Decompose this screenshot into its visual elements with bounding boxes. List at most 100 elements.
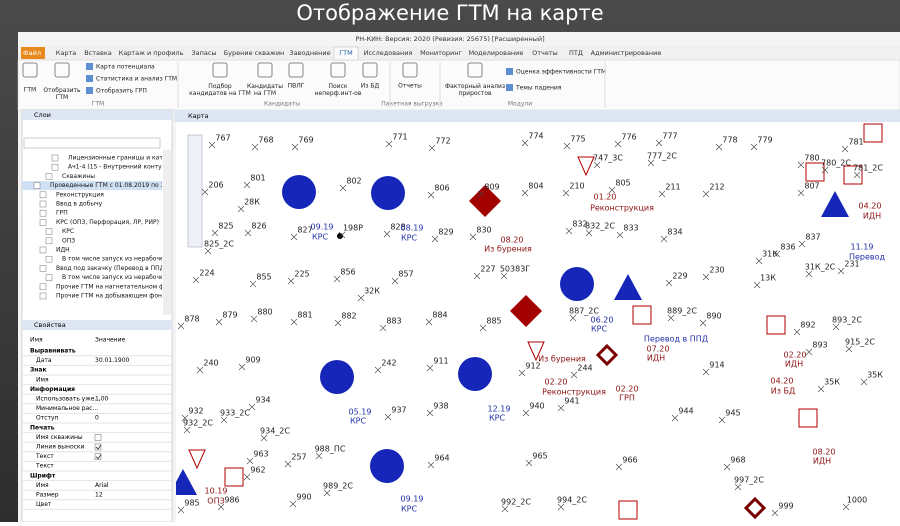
well-label[interactable]: 240	[203, 359, 218, 368]
well-label[interactable]: 879	[222, 311, 237, 320]
well-label[interactable]: 198Р	[343, 224, 363, 233]
well-label[interactable]: 830	[476, 226, 491, 235]
well-label[interactable]: 890	[706, 312, 721, 321]
well-label[interactable]: 807	[804, 182, 819, 191]
button-icon[interactable]	[467, 62, 483, 78]
well-label[interactable]: 1000	[847, 496, 867, 505]
layer-item[interactable]: ИДН	[56, 247, 70, 254]
file-tab-bg[interactable]	[21, 47, 45, 59]
well-label[interactable]: 964	[434, 454, 449, 463]
well-label[interactable]: 224	[199, 269, 214, 278]
layer-checkbox[interactable]	[39, 191, 47, 199]
well-label[interactable]: 767	[215, 134, 230, 143]
layer-item[interactable]: В том числе запуск из нерабочего ф...	[62, 274, 183, 281]
layer-checkbox[interactable]	[51, 154, 59, 162]
well-label[interactable]: 909	[245, 356, 260, 365]
well-label[interactable]: 892	[800, 321, 815, 330]
well-label[interactable]: 856	[340, 268, 355, 277]
well-label[interactable]: 826	[251, 222, 266, 231]
layer-item[interactable]: КРС	[62, 228, 74, 235]
well-label[interactable]: 937	[391, 406, 406, 415]
button-icon[interactable]	[330, 62, 346, 78]
well-label[interactable]: 242	[381, 359, 396, 368]
well-label[interactable]: 990	[296, 493, 311, 502]
well-label[interactable]: 999	[778, 502, 793, 511]
well-label[interactable]: 833	[623, 224, 638, 233]
well-label[interactable]: 836	[780, 243, 795, 252]
ribbon-button[interactable]: Поиск неперф.инт-ов	[315, 83, 362, 97]
well-label[interactable]: 882	[341, 312, 356, 321]
well-label[interactable]: 968	[730, 456, 745, 465]
layer-checkbox[interactable]	[39, 265, 47, 272]
well-label[interactable]: 781_2С	[853, 164, 883, 173]
prop-checkbox[interactable]	[94, 453, 102, 460]
well-label[interactable]: 802	[346, 177, 361, 186]
well-label[interactable]: 806	[434, 184, 449, 193]
ribbon-tab[interactable]: Запасы	[191, 49, 216, 57]
zoom-slider[interactable]	[187, 134, 203, 248]
well-label[interactable]: 35К	[867, 371, 883, 380]
layer-checkbox[interactable]	[39, 219, 47, 226]
ribbon-tab[interactable]: Мониторинг	[420, 49, 462, 57]
button-icon[interactable]	[22, 62, 38, 78]
well-label[interactable]: 965	[532, 452, 547, 461]
button-icon[interactable]	[54, 62, 70, 78]
well-label[interactable]: 985	[184, 499, 199, 508]
layer-item[interactable]: В том числе запуск из нерабочего ф...	[62, 256, 183, 263]
well-label[interactable]: 997_2С	[734, 476, 764, 485]
ribbon-button[interactable]: Темы падения	[515, 85, 562, 92]
ribbon-button[interactable]: ПВЛГ	[288, 83, 305, 90]
prop-checkbox[interactable]	[94, 443, 102, 451]
ribbon-button[interactable]: Подбор кандидатов на ГТМ	[189, 83, 251, 97]
layer-item[interactable]: Ач1-4 (15 - Внутренний контур н...	[68, 164, 177, 171]
button-icon[interactable]	[362, 62, 378, 78]
well-label[interactable]: 915_2С	[845, 338, 875, 347]
ribbon-tab[interactable]: Бурение скважин	[224, 49, 285, 57]
well-label[interactable]: 230	[709, 266, 724, 275]
well-label[interactable]: 210	[569, 182, 584, 191]
layer-checkbox[interactable]	[45, 255, 53, 263]
layer-checkbox[interactable]	[39, 209, 47, 217]
ribbon-tab[interactable]: ПТД	[569, 49, 583, 57]
ribbon-tab[interactable]: Картаж и профиль	[119, 49, 184, 57]
ribbon-tab[interactable]: Карта	[56, 49, 77, 57]
layer-checkbox[interactable]	[45, 173, 53, 180]
layer-checkbox[interactable]	[45, 274, 53, 281]
ribbon-button[interactable]: Статистика и анализ ГТМ	[96, 76, 177, 83]
well-label[interactable]: 804	[528, 182, 543, 191]
well-label[interactable]: 31К_2С	[805, 263, 836, 272]
ribbon-tab[interactable]: ГТМ	[339, 49, 353, 57]
layer-checkbox[interactable]	[51, 163, 59, 171]
well-label[interactable]: 878	[184, 315, 199, 324]
well-label[interactable]: 781	[848, 138, 863, 147]
well-label[interactable]: 779	[757, 136, 772, 145]
ribbon-tab[interactable]: Вставка	[84, 49, 112, 57]
well-label[interactable]: 776	[621, 133, 636, 142]
layer-checkbox[interactable]	[39, 292, 47, 300]
well-label[interactable]: 992_2С	[501, 498, 531, 507]
well-label[interactable]: 857	[398, 270, 413, 279]
well-label[interactable]: 932_2С	[183, 419, 213, 428]
ribbon-tab[interactable]: Файл	[23, 49, 41, 57]
well-label[interactable]: 832_2С	[585, 222, 615, 231]
well-label[interactable]: 941	[564, 397, 579, 406]
well-label[interactable]: 28К	[244, 198, 260, 207]
ribbon-tab[interactable]: Заводнение	[289, 49, 330, 57]
ribbon-button[interactable]: Отобразить ГТМ	[43, 87, 81, 101]
button-icon[interactable]	[506, 84, 513, 91]
well-label[interactable]: 889_2С	[667, 307, 697, 316]
prop-checkbox[interactable]	[94, 434, 102, 441]
well-label[interactable]: 837	[805, 233, 820, 242]
well-label[interactable]: 32К	[364, 287, 380, 296]
ribbon-button[interactable]: Факторный анализ приростов	[445, 83, 505, 97]
well-label[interactable]: 914	[709, 361, 724, 370]
ribbon-button[interactable]: Из БД	[361, 83, 380, 90]
well-label[interactable]: 13К	[760, 274, 776, 283]
well-label[interactable]: 988_ПС	[315, 445, 346, 454]
button-icon[interactable]	[402, 62, 418, 78]
well-label[interactable]: 772	[435, 137, 450, 146]
well-label[interactable]: 771	[392, 133, 407, 142]
layer-checkbox[interactable]	[45, 228, 53, 235]
layer-item[interactable]: Прочие ГТМ на нагнетательном фо...	[56, 283, 174, 290]
active-tab-bg[interactable]	[333, 46, 359, 61]
